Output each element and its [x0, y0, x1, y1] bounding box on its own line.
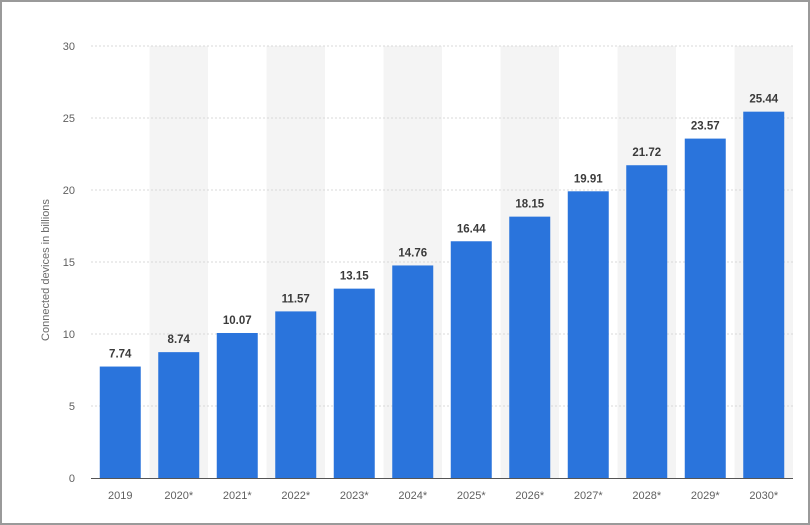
bar	[333, 288, 375, 478]
y-tick-label: 25	[63, 113, 75, 125]
x-tick-label: 2021*	[223, 490, 252, 502]
bars	[99, 111, 785, 479]
bar-value-label: 19.91	[574, 173, 603, 185]
y-tick-label: 5	[69, 401, 75, 413]
bar-value-label: 21.72	[632, 147, 661, 159]
bar	[158, 352, 200, 478]
x-tick-label: 2023*	[340, 490, 369, 502]
x-tick-label: 2030*	[749, 490, 778, 502]
bar-value-label: 8.74	[168, 334, 191, 346]
bar	[567, 191, 609, 478]
bar-value-label: 10.07	[223, 315, 252, 327]
x-tick-label: 2028*	[632, 490, 661, 502]
y-axis-ticks: 0 5 10 15 20 25 30	[63, 41, 75, 485]
bar-value-label: 7.74	[109, 349, 132, 361]
x-tick-label: 2020*	[164, 490, 193, 502]
bar-value-label: 25.44	[749, 94, 778, 106]
x-tick-label: 2022*	[281, 490, 310, 502]
x-tick-label: 2029*	[691, 490, 720, 502]
bar-value-label: 13.15	[340, 271, 369, 283]
bar-value-label: 11.57	[282, 293, 310, 305]
x-tick-label: 2024*	[398, 490, 427, 502]
bar	[509, 216, 551, 478]
y-tick-label: 20	[63, 185, 75, 197]
bar	[392, 265, 434, 478]
y-tick-label: 15	[63, 257, 75, 269]
bar-value-label: 18.15	[515, 199, 544, 211]
x-axis-ticks: 2019 2020* 2021* 2022* 2023* 2024* 2025* 2026* 2…	[108, 490, 779, 502]
y-tick-label: 0	[69, 473, 75, 485]
x-tick-label: 2025*	[457, 490, 486, 502]
x-tick-label: 2026*	[515, 490, 544, 502]
bar	[626, 165, 668, 478]
y-tick-label: 10	[63, 329, 75, 341]
y-tick-label: 30	[63, 41, 75, 53]
y-axis-title: Connected devices in billions	[40, 199, 52, 341]
bar-value-label: 14.76	[398, 247, 427, 259]
x-tick-label: 2019	[108, 490, 132, 502]
bar	[275, 311, 317, 478]
bar-value-label: 23.57	[691, 121, 720, 133]
bar	[99, 366, 141, 478]
bar	[216, 332, 258, 478]
value-labels: 7.74 8.74 10.07 11.57 13.15 14.76 16.44 18.15 19…	[109, 94, 779, 361]
bar	[684, 138, 726, 479]
bar	[743, 111, 785, 478]
gridlines	[91, 45, 793, 407]
x-tick-label: 2027*	[574, 490, 603, 502]
bar-value-label: 16.44	[457, 223, 486, 235]
bar	[450, 241, 492, 478]
